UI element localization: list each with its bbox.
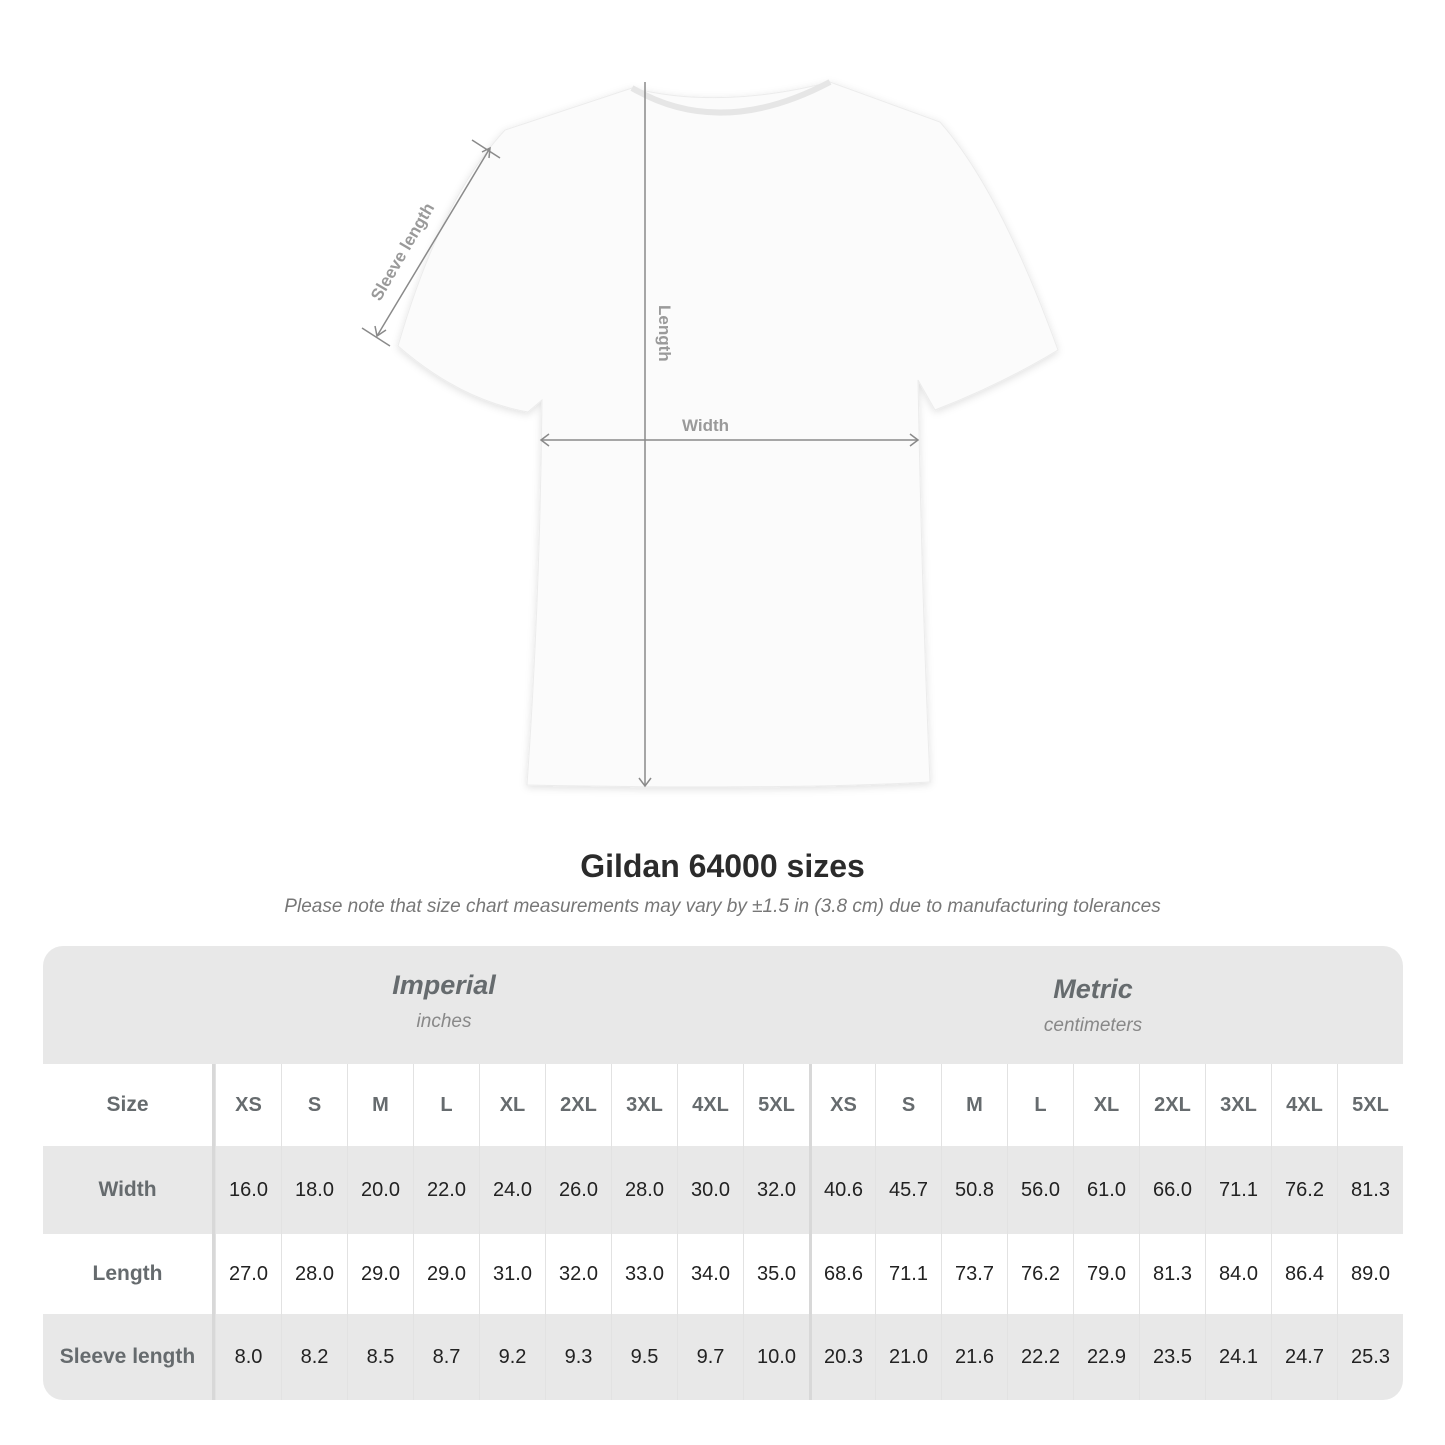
table-cell: 81.3: [1139, 1234, 1205, 1314]
length-label: Length: [655, 305, 674, 362]
tshirt-diagram: Sleeve length Length Width: [361, 79, 1059, 788]
table-cell: 9.3: [545, 1314, 611, 1400]
table-cell: 8.2: [281, 1314, 347, 1400]
table-cell: XS: [215, 1064, 281, 1146]
table-cell: 34.0: [677, 1234, 743, 1314]
table-cell: 31.0: [479, 1234, 545, 1314]
table-cell: 32.0: [743, 1146, 809, 1234]
table-cell: 86.4: [1271, 1234, 1337, 1314]
size-table: Imperial inches Metric centimeters Size X…: [43, 946, 1403, 1400]
table-cell: 23.5: [1139, 1314, 1205, 1400]
table-cell: 2XL: [545, 1064, 611, 1146]
table-cell: 84.0: [1205, 1234, 1271, 1314]
tshirt-shape: [397, 81, 1059, 788]
table-cell: 25.3: [1337, 1314, 1403, 1400]
page-title: Gildan 64000 sizes: [580, 848, 865, 884]
table-cell: 73.7: [941, 1234, 1007, 1314]
table-cell: XS: [809, 1064, 875, 1146]
table-cell: 9.7: [677, 1314, 743, 1400]
table-cell: 22.9: [1073, 1314, 1139, 1400]
metric-title: Metric: [1053, 974, 1133, 1004]
table-cell: 68.6: [809, 1234, 875, 1314]
measure-lines: [361, 82, 920, 788]
table-cell: 89.0: [1337, 1234, 1403, 1314]
row-label: Width: [43, 1146, 215, 1234]
imperial-header: Imperial inches: [244, 970, 644, 1033]
table-cell: 21.0: [875, 1314, 941, 1400]
table-cell: 18.0: [281, 1146, 347, 1234]
table-cell: L: [413, 1064, 479, 1146]
table-cell: 4XL: [1271, 1064, 1337, 1146]
table-cell: 30.0: [677, 1146, 743, 1234]
table-cell: S: [875, 1064, 941, 1146]
table-cell: 21.6: [941, 1314, 1007, 1400]
table-cell: 29.0: [413, 1234, 479, 1314]
table-cell: 9.2: [479, 1314, 545, 1400]
table-cell: 50.8: [941, 1146, 1007, 1234]
table-cell: 76.2: [1007, 1234, 1073, 1314]
imperial-unit: inches: [416, 1011, 472, 1032]
table-cell: 5XL: [1337, 1064, 1403, 1146]
table-cell: 76.2: [1271, 1146, 1337, 1234]
table-cell: 56.0: [1007, 1146, 1073, 1234]
table-cell: 24.0: [479, 1146, 545, 1234]
table-cell: 66.0: [1139, 1146, 1205, 1234]
table-cell: S: [281, 1064, 347, 1146]
table-cell: 35.0: [743, 1234, 809, 1314]
table-cell: 27.0: [215, 1234, 281, 1314]
table-cell: XL: [479, 1064, 545, 1146]
table-cell: 81.3: [1337, 1146, 1403, 1234]
table-cell: 10.0: [743, 1314, 809, 1400]
table-cell: 3XL: [1205, 1064, 1271, 1146]
table-cell: XL: [1073, 1064, 1139, 1146]
table-cell: 8.5: [347, 1314, 413, 1400]
table-cell: 24.7: [1271, 1314, 1337, 1400]
table-cell: 71.1: [875, 1234, 941, 1314]
table-row-length: Length 27.0 28.0 29.0 29.0 31.0 32.0 33.0 34.0 35…: [43, 1234, 1403, 1314]
table-cell: 5XL: [743, 1064, 809, 1146]
table-cell: 22.0: [413, 1146, 479, 1234]
table-cell: 8.0: [215, 1314, 281, 1400]
table-cell: 22.2: [1007, 1314, 1073, 1400]
table-cell: 45.7: [875, 1146, 941, 1234]
table-cell: 4XL: [677, 1064, 743, 1146]
size-header-row: Size XS S M L XL 2XL 3XL 4XL 5XL XS S M L XL 2XL 3XL 4XL 5…: [43, 1064, 1403, 1146]
table-cell: 3XL: [611, 1064, 677, 1146]
row-label: Size: [43, 1064, 215, 1146]
table-cell: 28.0: [611, 1146, 677, 1234]
table-cell: 20.0: [347, 1146, 413, 1234]
row-label: Sleeve length: [43, 1314, 215, 1400]
table-cell: 8.7: [413, 1314, 479, 1400]
table-cell: 71.1: [1205, 1146, 1271, 1234]
table-cell: 79.0: [1073, 1234, 1139, 1314]
tolerance-note: Please note that size chart measurements…: [284, 896, 1161, 917]
width-label: Width: [682, 416, 729, 435]
metric-header: Metric centimeters: [893, 974, 1293, 1037]
table-cell: 9.5: [611, 1314, 677, 1400]
table-cell: 16.0: [215, 1146, 281, 1234]
table-cell: 28.0: [281, 1234, 347, 1314]
table-cell: M: [941, 1064, 1007, 1146]
table-row-sleeve-length: Sleeve length 8.0 8.2 8.5 8.7 9.2 9.3 9.5 9.7 10.…: [43, 1314, 1403, 1400]
table-cell: 33.0: [611, 1234, 677, 1314]
table-cell: 61.0: [1073, 1146, 1139, 1234]
row-label: Length: [43, 1234, 215, 1314]
imperial-title: Imperial: [392, 970, 496, 1000]
table-cell: 2XL: [1139, 1064, 1205, 1146]
table-cell: 40.6: [809, 1146, 875, 1234]
table-cell: 24.1: [1205, 1314, 1271, 1400]
table-cell: 29.0: [347, 1234, 413, 1314]
table-cell: M: [347, 1064, 413, 1146]
table-cell: 26.0: [545, 1146, 611, 1234]
table-cell: 32.0: [545, 1234, 611, 1314]
table-cell: L: [1007, 1064, 1073, 1146]
table-row-width: Width 16.0 18.0 20.0 22.0 24.0 26.0 28.0 30.0 32.…: [43, 1146, 1403, 1234]
table-cell: 20.3: [809, 1314, 875, 1400]
metric-unit: centimeters: [1043, 1015, 1143, 1036]
